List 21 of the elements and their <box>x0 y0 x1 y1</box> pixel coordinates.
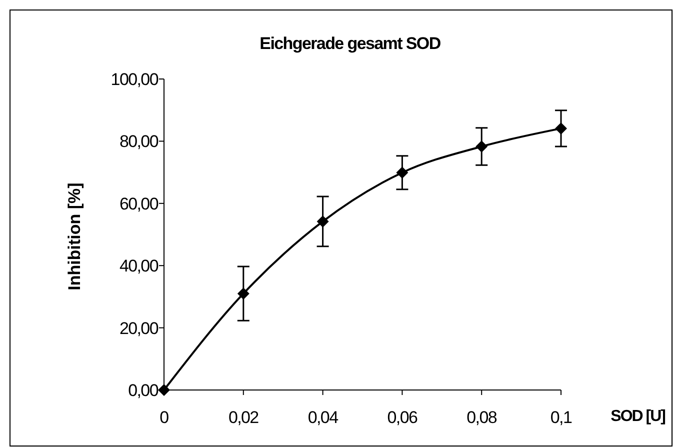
chart-title: Eichgerade gesamt SOD <box>260 34 441 53</box>
point <box>396 166 408 179</box>
y-tick-label: 20,00 <box>119 318 158 338</box>
y-tick-label: 100,00 <box>110 70 158 89</box>
y-tick-label: 60,00 <box>119 194 158 214</box>
x-tick-label: 0,04 <box>308 408 338 427</box>
x-tick-label: 0,08 <box>466 408 497 427</box>
point <box>158 384 170 396</box>
x-tick-label: 0,1 <box>550 408 572 427</box>
y-axis-title: Inhibition [%] <box>65 182 84 290</box>
point <box>237 288 250 300</box>
x-tick-label: 0,06 <box>387 408 418 427</box>
x-tick-label: 0,02 <box>228 408 259 427</box>
y-tick-label: 80,00 <box>119 132 158 152</box>
x-axis-title: SOD [U] <box>610 408 666 425</box>
y-tick-label: 0,00 <box>128 380 158 400</box>
point <box>476 140 488 152</box>
point <box>555 122 567 134</box>
y-tick-label: 40,00 <box>119 256 158 276</box>
point <box>316 215 329 228</box>
x-tick-label: 0 <box>160 408 169 427</box>
